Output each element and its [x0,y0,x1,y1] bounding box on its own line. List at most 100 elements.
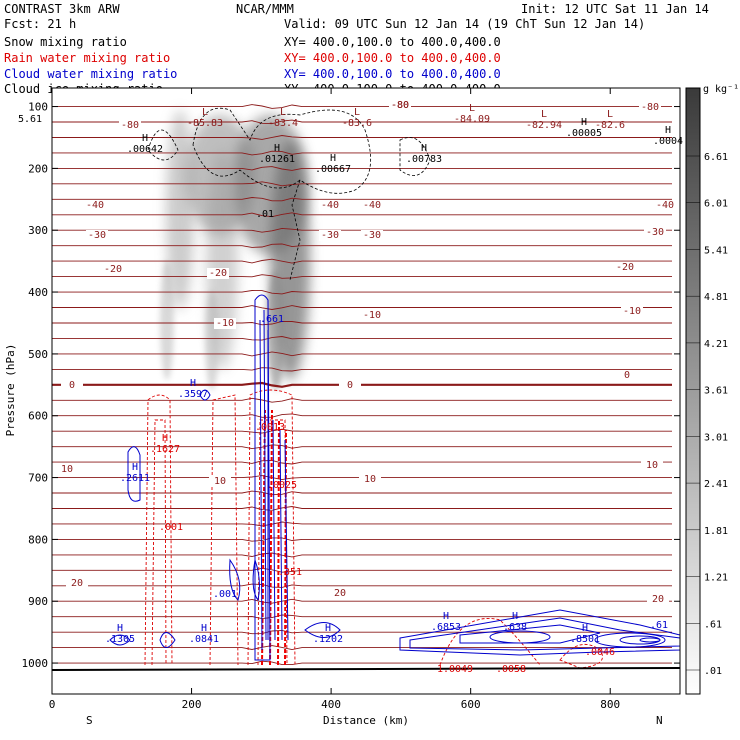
extremum-value: .00667 [315,164,351,175]
extremum-marker: H [665,125,671,136]
temperature-contour-label: 20 [71,578,83,589]
temperature-line [52,274,672,279]
x-tick-label: 200 [182,698,202,711]
extremum-marker: H [325,623,331,634]
plot-area [52,88,680,694]
contour-value: .61 [650,620,668,631]
extremum-value: -83.4 [268,118,298,129]
extremum-value: .638 [503,622,527,633]
colorbar-label: 5.41 [704,245,728,256]
temperature-line [52,320,672,326]
temperature-contour-label: -80 [641,102,659,113]
product-title: CONTRAST 3km ARW [4,2,120,16]
contour-label-bg [339,380,361,391]
low-cloud-water [399,609,680,656]
legend-snow-xy: XY= 400.0,100.0 to 400.0,400.0 [284,35,501,49]
temperature-contour-label: -40 [656,200,674,211]
x-tick-label: 0 [49,698,56,711]
contour-value-label: .661 [260,314,284,325]
contour-label-bg [621,306,643,317]
temperature-contour-label: 20 [652,594,664,605]
extremum-marker: H [190,378,196,389]
temperature-contour-label: -40 [363,200,381,211]
temperature-line [52,552,672,558]
extremum-marker: H [330,153,336,164]
colorbar-unit: g kg⁻¹ [703,84,739,95]
temperature-contour-label: -30 [646,227,664,238]
plot-frame [51,87,681,695]
contour-value: .001 [213,589,237,600]
contour-label-bg [84,200,106,211]
contour-label-bg [209,476,231,487]
temperature-line [52,258,672,264]
colorbar-ramp [685,87,701,695]
temperature-contour-label: 10 [214,476,226,487]
y-tick-label: 200 [28,162,48,175]
extremum-value: .00783 [406,154,442,165]
extremum-value: .3597 [178,389,208,400]
extremum-value: .1202 [313,634,343,645]
y-tick-label: 500 [28,348,48,361]
contour-value-label: .001 [159,522,183,533]
temperature-line [52,583,672,588]
contour-label-bg [61,380,83,391]
extremum-value: -85.83 [187,118,223,129]
contour-label-bg [641,460,663,471]
contour-value-label: .0013 [255,422,285,433]
contour-label-bg [361,200,383,211]
temperature-line [52,444,672,450]
colorbar-label: 4.21 [704,339,728,350]
temperature-contour-label: -10 [623,306,641,317]
temperature-contour-label: -30 [363,230,381,241]
contour-label-bg [644,227,666,238]
temperature-line [52,197,672,202]
contour-value: .01 [256,209,274,220]
extremum-value: -83.6 [342,118,372,129]
temperature-line [52,521,672,527]
temperature-contour-label: -10 [363,310,381,321]
temperature-line [52,413,672,418]
temperature-line [52,397,672,403]
temperature-line [52,135,672,140]
extremum-marker: H [201,623,207,634]
extremum-marker: L [280,107,286,118]
contour-value-label: .0058 [496,664,526,675]
init-time: Init: 12 UTC Sat 11 Jan 14 [521,2,709,16]
temperature-line [52,428,672,434]
colorbar-label: 1.81 [704,526,728,537]
temperature-contour-label: -30 [321,230,339,241]
temperature-contour-label: -40 [86,200,104,211]
extremum-value: .2611 [120,473,150,484]
center-name: NCAR/MMM [236,2,294,16]
temperature-contour-label: -40 [321,200,339,211]
contour-label-bg [66,578,88,589]
contour-label-bg [119,120,141,131]
extremum-value: .6853 [431,622,461,633]
extremum-marker: L [607,109,613,120]
forecast-hour: Fcst: 21 h [4,17,76,31]
extremum-marker: H [512,611,518,622]
temperature-line [52,460,672,465]
extremum-marker: H [443,611,449,622]
extremum-value: .0004 [653,136,683,147]
colorbar-label: 1.21 [704,573,728,584]
colorbar-label: 6.61 [704,152,728,163]
contour-value-label: .0025 [267,480,297,491]
extremum-marker: H [117,623,123,634]
cloud-ice-contours [147,107,431,281]
legend-rain: Rain water mixing ratio [4,51,170,65]
temperature-contour-label: -20 [104,264,122,275]
extremum-marker: L [469,103,475,114]
temperature-line [52,212,672,218]
contour-value-label: .0046 [585,647,615,658]
extremum-value: .1305 [105,634,135,645]
temperature-line [52,567,672,573]
x-axis-label: Distance (km) [323,714,409,727]
contour-value: 5.61 [18,114,42,125]
extremum-value: .00642 [127,144,163,155]
temperature-line [52,305,672,310]
contour-label-bg [359,474,381,485]
temperature-line [52,104,672,109]
temperature-contour-label: -80 [121,120,139,131]
